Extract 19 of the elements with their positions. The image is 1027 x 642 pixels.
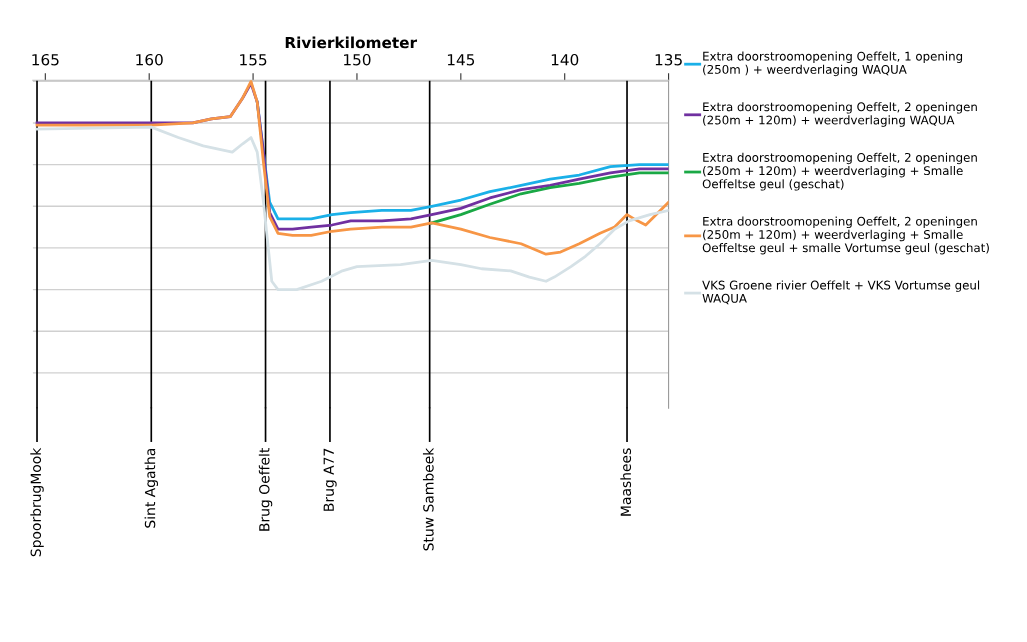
text: Extra doorstroomopening Oeffelt, 2 openingen (250m + 120m) + weerdverlaging + Smalle Oeffeltse geul + smalle Vortumse geul (geschat) [702,216,989,255]
x-tick-label: 150 [344,53,371,66]
x-tick-label: 140 [551,53,579,66]
x-tick-label: 160 [136,53,163,66]
ref-line-label: Sint Agatha [144,448,158,528]
ref-line-label: Stuw Sambeek [422,447,434,551]
text: VKS Groene rivier Oeffelt + VKS Vortumse geul WAQUA [702,280,980,305]
ref-line-label: SpoorbrugMook [30,447,44,557]
x-tick-label: 165 [32,53,59,66]
text: Extra doorstroomopening Oeffelt, 2 openingen (250m + 120m) + weerdverlaging + Smalle Oeffeltse geul (geschat) [702,152,977,191]
x-tick-label: 145 [447,54,475,66]
text: Extra doorstroomopening Oeffelt, 2 openingen (250m + 120m) + weerdverlaging WAQUA [703,102,977,127]
x-tick-label: 155 [240,54,267,66]
ref-line-label: Maashees [620,448,632,516]
text: Extra doorstroomopening Oeffelt, 1 opening (250m ) + weerdverlaging WAQUA [703,51,963,77]
ref-line-label: Brug Oeffelt [258,448,273,531]
x-axis-title: Rivierkilometer [285,36,418,49]
ref-line-label: Brug A77 [323,448,337,511]
x-tick-label: 135 [655,53,682,66]
